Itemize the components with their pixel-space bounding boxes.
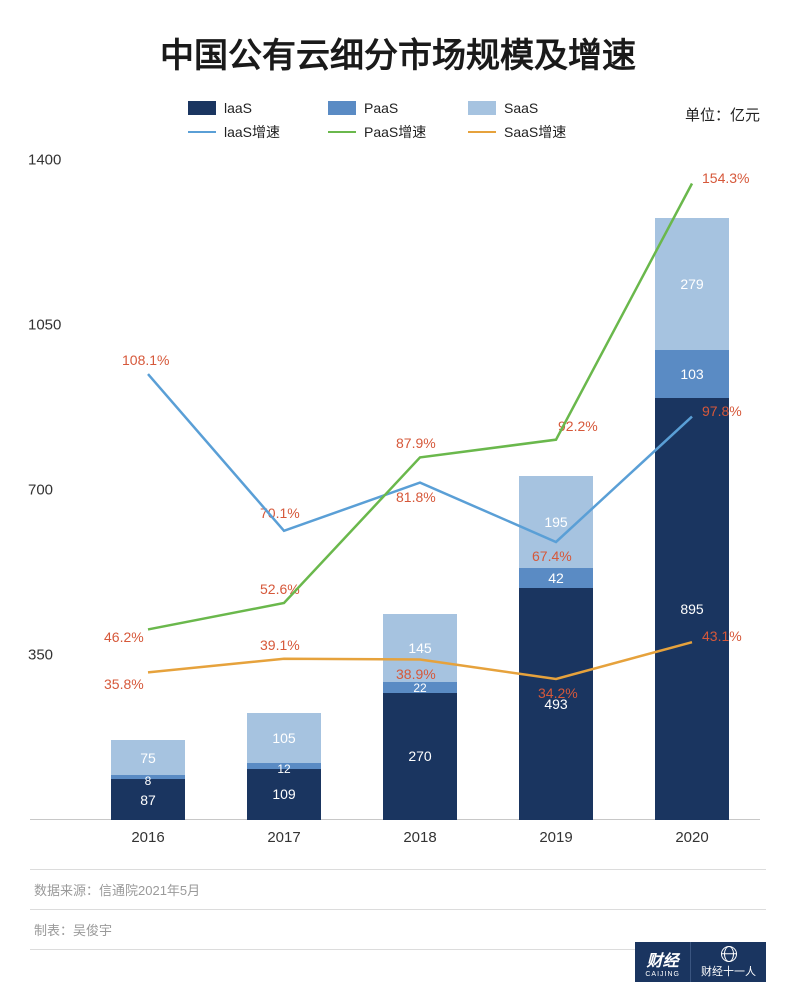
y-tick-label: 350: [28, 647, 53, 664]
legend-item-saas-growth: SaaS增速: [468, 122, 608, 142]
caijing-logo-subtext: CAIJING: [645, 971, 680, 978]
legend: laaS PaaS SaaS laaS增速 PaaS增速 SaaS增速: [188, 100, 608, 142]
legend-swatch-paas: [328, 101, 356, 115]
x-tick-label: 2016: [131, 829, 164, 846]
unit-label: 单位：亿元: [685, 104, 760, 125]
legend-swatch-iaas: [188, 101, 216, 115]
legend-label: laaS增速: [224, 122, 280, 142]
legend-line-iaas: [188, 131, 216, 133]
caijing-logo-text: 财经: [647, 947, 679, 971]
legend-label: laaS: [224, 100, 252, 116]
y-tick-label: 1400: [28, 152, 61, 169]
legend-item-iaas: laaS: [188, 100, 328, 116]
lines-layer: [80, 160, 760, 820]
legend-label: SaaS: [504, 100, 538, 116]
data-source-label: 数据来源：信通院2021年5月: [30, 869, 766, 910]
legend-item-paas-growth: PaaS增速: [328, 122, 468, 142]
line-paas-growth: [148, 184, 692, 630]
legend-label: SaaS增速: [504, 122, 566, 142]
x-tick-label: 2020: [675, 829, 708, 846]
legend-label: PaaS: [364, 100, 398, 116]
caijing-eleven-text: 财经十一人: [701, 963, 756, 979]
legend-line-paas: [328, 131, 356, 133]
legend-label: PaaS增速: [364, 122, 426, 142]
x-tick-label: 2017: [267, 829, 300, 846]
legend-line-saas: [468, 131, 496, 133]
x-tick-label: 2019: [539, 829, 572, 846]
caijing-eleven-logo: 财经十一人: [690, 942, 766, 982]
legend-item-paas: PaaS: [328, 100, 468, 116]
logo-row: 财经 CAIJING 财经十一人: [635, 942, 766, 982]
globe-icon: [721, 946, 737, 962]
y-tick-label: 1050: [28, 317, 61, 334]
legend-item-saas: SaaS: [468, 100, 608, 116]
plot-area: 3507001050140020168787520171091210520182…: [80, 160, 760, 820]
x-tick-label: 2018: [403, 829, 436, 846]
chart-area: 3507001050140020168787520171091210520182…: [80, 160, 760, 860]
legend-item-iaas-growth: laaS增速: [188, 122, 328, 142]
y-tick-label: 700: [28, 482, 53, 499]
line-saas-growth: [148, 642, 692, 679]
legend-swatch-saas: [468, 101, 496, 115]
chart-title: 中国公有云细分市场规模及增速: [0, 0, 796, 77]
footer: 数据来源：信通院2021年5月 制表：吴俊宇: [30, 869, 766, 950]
caijing-logo: 财经 CAIJING: [635, 942, 690, 982]
